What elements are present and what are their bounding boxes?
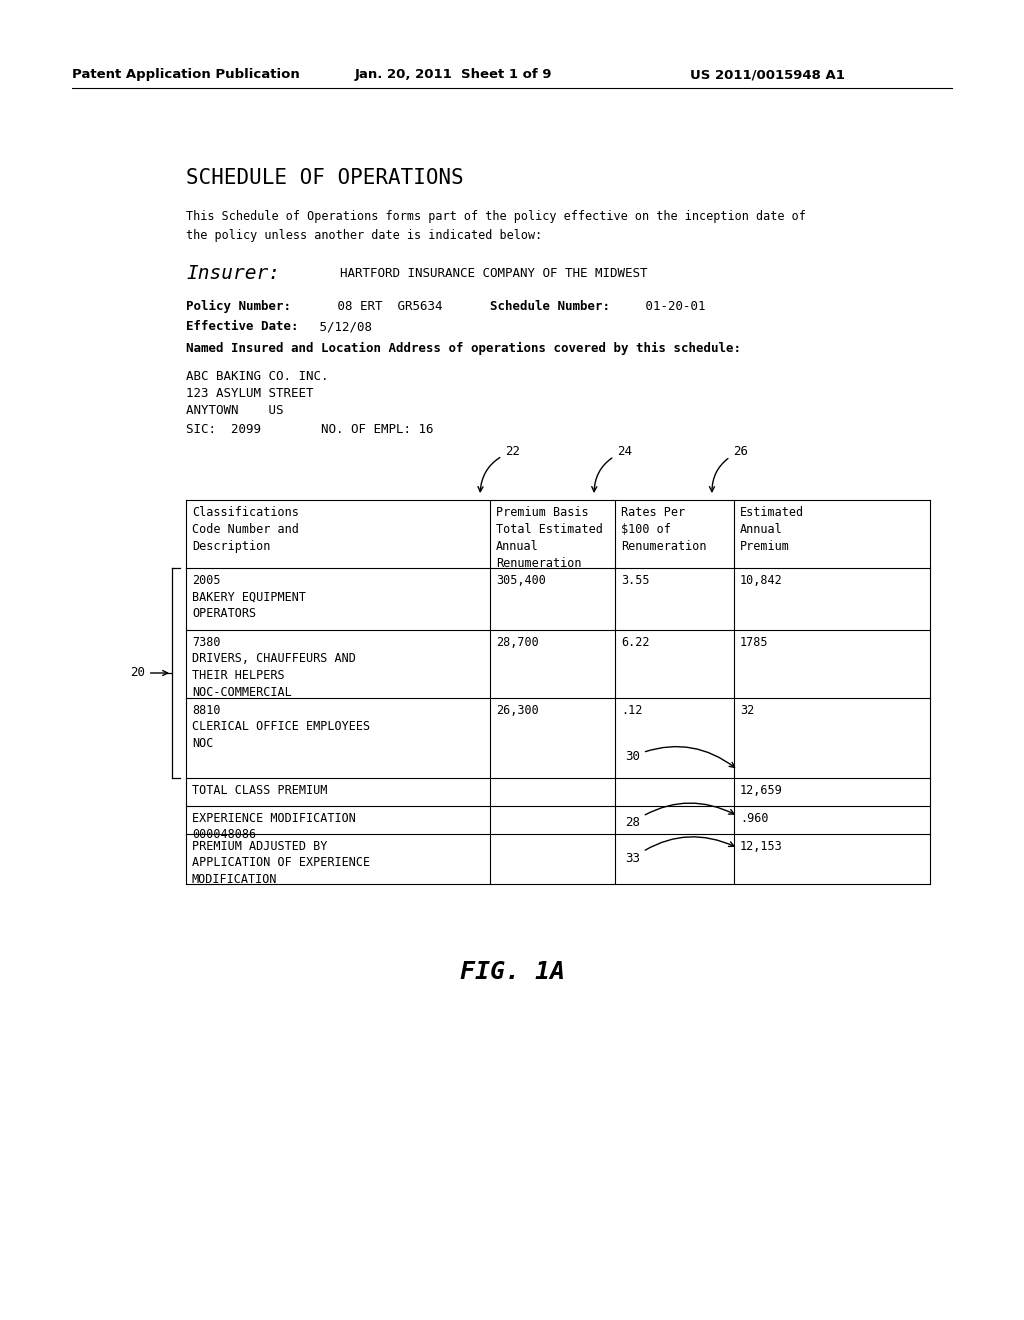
Text: 01-20-01: 01-20-01 bbox=[638, 300, 706, 313]
Text: 20: 20 bbox=[130, 667, 168, 680]
Text: 7380
DRIVERS, CHAUFFEURS AND
THEIR HELPERS
NOC-COMMERCIAL: 7380 DRIVERS, CHAUFFEURS AND THEIR HELPE… bbox=[193, 636, 356, 698]
Text: 12,153: 12,153 bbox=[740, 840, 782, 853]
Text: Premium Basis
Total Estimated
Annual
Renumeration: Premium Basis Total Estimated Annual Ren… bbox=[496, 506, 603, 570]
Text: .960: .960 bbox=[740, 812, 768, 825]
Text: HARTFORD INSURANCE COMPANY OF THE MIDWEST: HARTFORD INSURANCE COMPANY OF THE MIDWES… bbox=[340, 267, 647, 280]
Text: 1785: 1785 bbox=[740, 636, 768, 649]
Text: SIC:  2099        NO. OF EMPL: 16: SIC: 2099 NO. OF EMPL: 16 bbox=[186, 422, 433, 436]
Text: This Schedule of Operations forms part of the policy effective on the inception : This Schedule of Operations forms part o… bbox=[186, 210, 806, 242]
Text: 6.22: 6.22 bbox=[621, 636, 649, 649]
Text: Patent Application Publication: Patent Application Publication bbox=[72, 69, 300, 81]
Text: Insurer:: Insurer: bbox=[186, 264, 280, 282]
Text: Schedule Number:: Schedule Number: bbox=[490, 300, 610, 313]
Text: 305,400: 305,400 bbox=[496, 574, 546, 587]
Text: Named Insured and Location Address of operations covered by this schedule:: Named Insured and Location Address of op… bbox=[186, 342, 741, 355]
Text: 30: 30 bbox=[625, 747, 734, 767]
Text: Policy Number:: Policy Number: bbox=[186, 300, 291, 313]
Text: 26: 26 bbox=[710, 445, 748, 491]
Text: 123 ASYLUM STREET: 123 ASYLUM STREET bbox=[186, 387, 313, 400]
Text: 3.55: 3.55 bbox=[621, 574, 649, 587]
Text: Rates Per
$100 of
Renumeration: Rates Per $100 of Renumeration bbox=[621, 506, 707, 553]
Text: 33: 33 bbox=[625, 837, 734, 865]
Text: 22: 22 bbox=[478, 445, 520, 491]
Text: ABC BAKING CO. INC.: ABC BAKING CO. INC. bbox=[186, 370, 329, 383]
Text: Estimated
Annual
Premium: Estimated Annual Premium bbox=[740, 506, 804, 553]
Text: 24: 24 bbox=[592, 445, 632, 491]
Text: 5/12/08: 5/12/08 bbox=[312, 319, 372, 333]
Text: 8810
CLERICAL OFFICE EMPLOYEES
NOC: 8810 CLERICAL OFFICE EMPLOYEES NOC bbox=[193, 704, 370, 750]
Text: TOTAL CLASS PREMIUM: TOTAL CLASS PREMIUM bbox=[193, 784, 328, 797]
Text: 32: 32 bbox=[740, 704, 755, 717]
Text: 08 ERT  GR5634: 08 ERT GR5634 bbox=[330, 300, 472, 313]
Text: Jan. 20, 2011  Sheet 1 of 9: Jan. 20, 2011 Sheet 1 of 9 bbox=[355, 69, 553, 81]
Text: Classifications
Code Number and
Description: Classifications Code Number and Descript… bbox=[193, 506, 299, 553]
Text: 28,700: 28,700 bbox=[496, 636, 539, 649]
Text: FIG. 1A: FIG. 1A bbox=[460, 960, 564, 983]
Text: 12,659: 12,659 bbox=[740, 784, 782, 797]
Text: SCHEDULE OF OPERATIONS: SCHEDULE OF OPERATIONS bbox=[186, 168, 464, 187]
Text: ANYTOWN    US: ANYTOWN US bbox=[186, 404, 284, 417]
Text: 2005
BAKERY EQUIPMENT
OPERATORS: 2005 BAKERY EQUIPMENT OPERATORS bbox=[193, 574, 306, 620]
Text: 26,300: 26,300 bbox=[496, 704, 539, 717]
Text: EXPERIENCE MODIFICATION
000048086: EXPERIENCE MODIFICATION 000048086 bbox=[193, 812, 356, 842]
Text: Effective Date:: Effective Date: bbox=[186, 319, 299, 333]
Text: .12: .12 bbox=[621, 704, 642, 717]
Text: 28: 28 bbox=[625, 803, 734, 829]
Text: US 2011/0015948 A1: US 2011/0015948 A1 bbox=[690, 69, 845, 81]
Text: 10,842: 10,842 bbox=[740, 574, 782, 587]
Text: PREMIUM ADJUSTED BY
APPLICATION OF EXPERIENCE
MODIFICATION: PREMIUM ADJUSTED BY APPLICATION OF EXPER… bbox=[193, 840, 370, 886]
